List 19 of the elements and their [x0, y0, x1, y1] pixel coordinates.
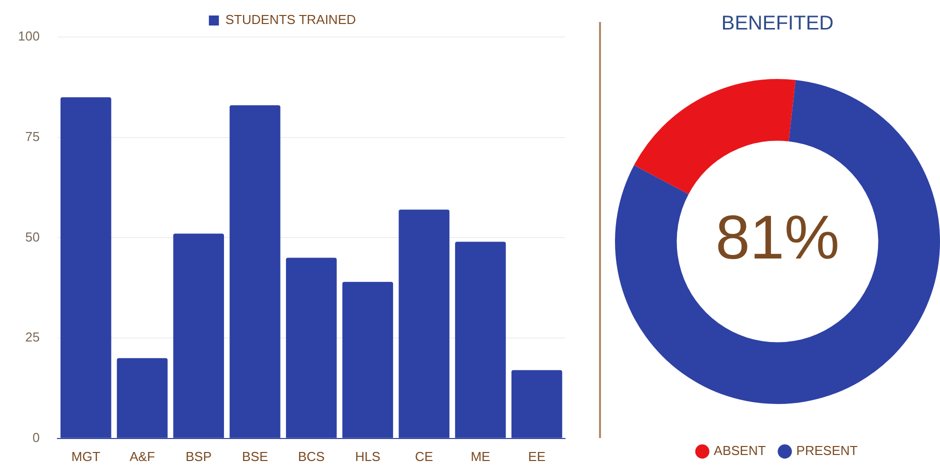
x-tick-label: EE	[528, 448, 546, 464]
legend-label: STUDENTS TRAINED	[225, 12, 356, 28]
legend-label: PRESENT	[796, 443, 858, 458]
x-tick-label: ME	[470, 448, 491, 464]
x-tick-label: BCS	[298, 448, 326, 464]
chart-title: BENEFITED	[721, 12, 834, 35]
legend-label: ABSENT	[714, 443, 766, 458]
x-tick-label: BSP	[186, 448, 212, 464]
x-tick-label: CE	[415, 448, 434, 464]
y-tick-label: 50	[25, 229, 40, 244]
x-tick-label: MGT	[71, 448, 100, 464]
x-tick-label: HLS	[355, 448, 381, 464]
y-tick-label: 25	[25, 330, 40, 345]
x-tick-label: A&F	[130, 448, 155, 464]
x-tick-label: BSE	[242, 448, 268, 464]
text: 81%	[715, 204, 840, 273]
y-tick-label: 100	[18, 28, 40, 44]
y-tick-label: 0	[32, 430, 40, 445]
y-tick-label: 75	[25, 128, 40, 144]
